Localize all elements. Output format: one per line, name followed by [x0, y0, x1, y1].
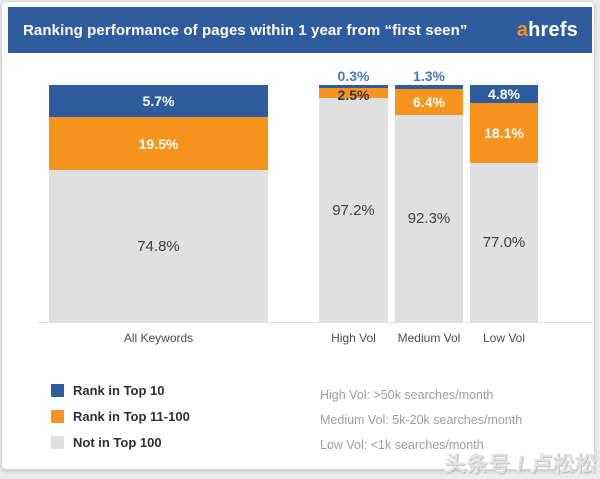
bar-segment-not100: 92.3% — [395, 115, 463, 322]
legend-swatch — [51, 436, 64, 449]
legend-label: Rank in Top 11-100 — [73, 409, 190, 424]
legend-swatch — [51, 410, 64, 423]
bar-segment-not100: 77.0% — [470, 163, 538, 322]
category-label: High Vol — [331, 331, 376, 345]
vol-note: High Vol: >50k searches/month — [320, 388, 494, 402]
bar-segment-top10 — [319, 85, 388, 88]
volume-notes: High Vol: >50k searches/month Medium Vol:… — [320, 389, 522, 464]
legend-swatch — [51, 384, 64, 397]
segment-label: 18.1% — [484, 125, 524, 141]
stacked-bar: 1.3% 6.4% 92.3% — [395, 68, 463, 322]
segment-label: 2.5% — [337, 87, 370, 103]
stacked-bar: 4.8% 18.1% 77.0% — [470, 85, 538, 322]
bar-segment-top10: 4.8% — [470, 85, 538, 103]
category-label: Medium Vol — [397, 331, 461, 345]
bar-segment-top10: 5.7% — [49, 85, 268, 117]
bar-segment-not100: 97.2% — [319, 98, 388, 322]
segment-label: 6.4% — [413, 94, 445, 110]
stacked-bar: 5.7% 19.5% 74.8% — [49, 85, 268, 322]
segment-label: 77.0% — [482, 234, 526, 251]
chart-title: Ranking performance of pages within 1 ye… — [23, 21, 468, 39]
legend-item: Rank in Top 11-100 — [51, 410, 190, 423]
segment-label: 5.7% — [142, 93, 175, 109]
segment-label: 92.3% — [407, 210, 451, 227]
legend-label: Rank in Top 10 — [73, 383, 165, 398]
bar-segment-top100 — [319, 88, 388, 98]
bar-segment-top100: 19.5% — [49, 117, 268, 170]
bar-segment-top100: 6.4% — [395, 89, 463, 115]
watermark: 头条号 / 卢松松 — [444, 453, 597, 476]
segment-label: 4.8% — [488, 86, 520, 102]
ahrefs-logo-rest: hrefs — [528, 18, 578, 41]
chart-header: Ranking performance of pages within 1 ye… — [8, 7, 592, 53]
legend-item: Not in Top 100 — [51, 436, 190, 449]
x-axis-line — [38, 322, 592, 323]
chart-area: 5.7% 19.5% 74.8% 0.3% 2.5% 97.2% 1.3% 6.4% 92.3%… — [38, 68, 592, 323]
category-label: Low Vol — [482, 331, 526, 345]
bar-segment-not100: 74.8% — [49, 170, 268, 322]
segment-label: 1.3% — [413, 68, 445, 84]
segment-label: 19.5% — [138, 135, 179, 152]
segment-label: 74.8% — [137, 237, 180, 255]
segment-label: 97.2% — [332, 201, 375, 219]
segment-label: 0.3% — [337, 68, 370, 84]
legend-label: Not in Top 100 — [73, 435, 162, 450]
stacked-bar: 0.3% 2.5% 97.2% — [319, 68, 388, 322]
vol-note: Low Vol: <1k searches/month — [320, 438, 484, 452]
ahrefs-logo: ahrefs — [517, 19, 578, 42]
legend-item: Rank in Top 10 — [51, 384, 190, 397]
vol-note: Medium Vol: 5k-20k searches/month — [320, 413, 523, 427]
legend: Rank in Top 10 Rank in Top 11-100 Not in T… — [51, 384, 190, 462]
bar-segment-top100: 18.1% — [470, 103, 538, 163]
category-label: All Keywords — [123, 331, 194, 345]
ahrefs-logo-accent: a — [516, 18, 529, 41]
bar-segment-top10 — [395, 85, 463, 89]
